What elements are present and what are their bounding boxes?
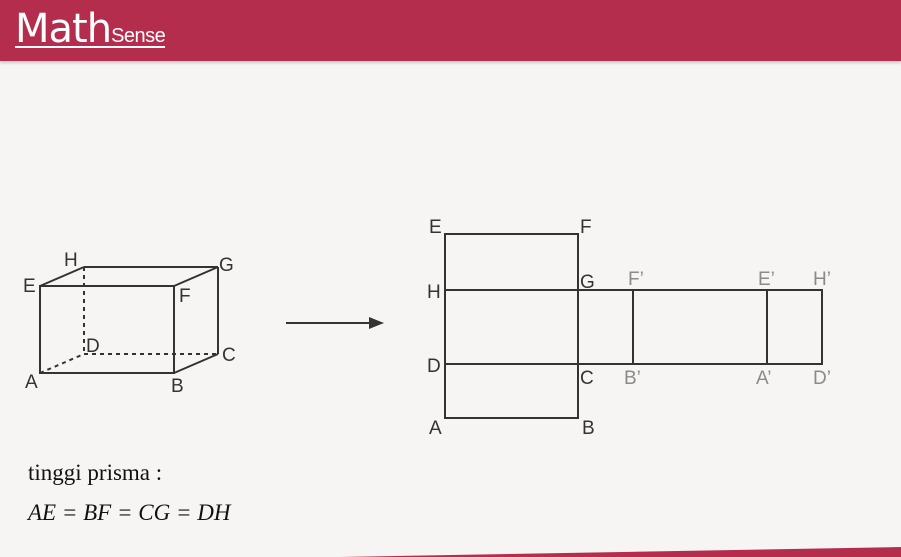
net-label-B: B (582, 418, 595, 439)
prism-edge-AD (39, 353, 85, 374)
net-label-F-prime: F’ (628, 269, 644, 290)
prism-edge-BC (173, 353, 219, 374)
net-label-E: E (429, 217, 442, 238)
net-face-HGCD (444, 289, 579, 365)
prism-front-face (39, 285, 175, 374)
prism-label-C: C (222, 345, 236, 366)
prism-hidden-edges (39, 267, 218, 374)
right-arrow-icon (286, 317, 384, 329)
prism-label-E: E (23, 276, 36, 297)
net-labels: E F H G D C A B F’ E’ H’ B’ A’ D’ (427, 217, 831, 439)
net-face-EFGH (444, 233, 579, 291)
prism-net (444, 233, 823, 419)
net-label-C: C (580, 368, 594, 389)
logo-main-text: Math (15, 6, 112, 52)
prism-edge-FG (173, 266, 219, 287)
net-face-DCBA (444, 363, 579, 419)
net-label-G: G (580, 272, 595, 293)
logo-underline (15, 46, 165, 48)
prism-label-D: D (86, 336, 100, 357)
net-face-FEAB (632, 289, 768, 365)
prism-height-label: tinggi prisma : (28, 460, 163, 485)
net-face-GFBC (577, 289, 634, 365)
net-label-F: F (580, 217, 592, 238)
header-bar: MathSense (0, 0, 901, 61)
rectangular-prism (39, 266, 219, 374)
net-label-A-prime: A’ (756, 368, 771, 389)
net-label-H: H (427, 282, 441, 303)
net-label-D-prime: D’ (813, 368, 831, 389)
net-face-EHDA (766, 289, 823, 365)
prism-label-F: F (179, 286, 191, 307)
prism-labels: E H G F D C A B (23, 250, 236, 397)
net-label-B-prime: B’ (624, 368, 641, 389)
footer-accent-bar (340, 547, 901, 557)
prism-label-H: H (64, 250, 78, 271)
net-label-E-prime: E’ (758, 269, 775, 290)
prism-edge-EH (39, 266, 85, 287)
mathsense-logo: MathSense (15, 6, 166, 52)
logo-sub-text: Sense (111, 25, 166, 47)
net-label-H-prime: H’ (813, 269, 831, 290)
net-label-A: A (429, 418, 442, 439)
prism-label-A: A (25, 372, 38, 393)
net-label-D: D (427, 356, 441, 377)
prism-label-B: B (171, 376, 184, 397)
prism-label-G: G (219, 255, 234, 276)
prism-height-equation: AE = BF = CG = DH (28, 500, 231, 525)
